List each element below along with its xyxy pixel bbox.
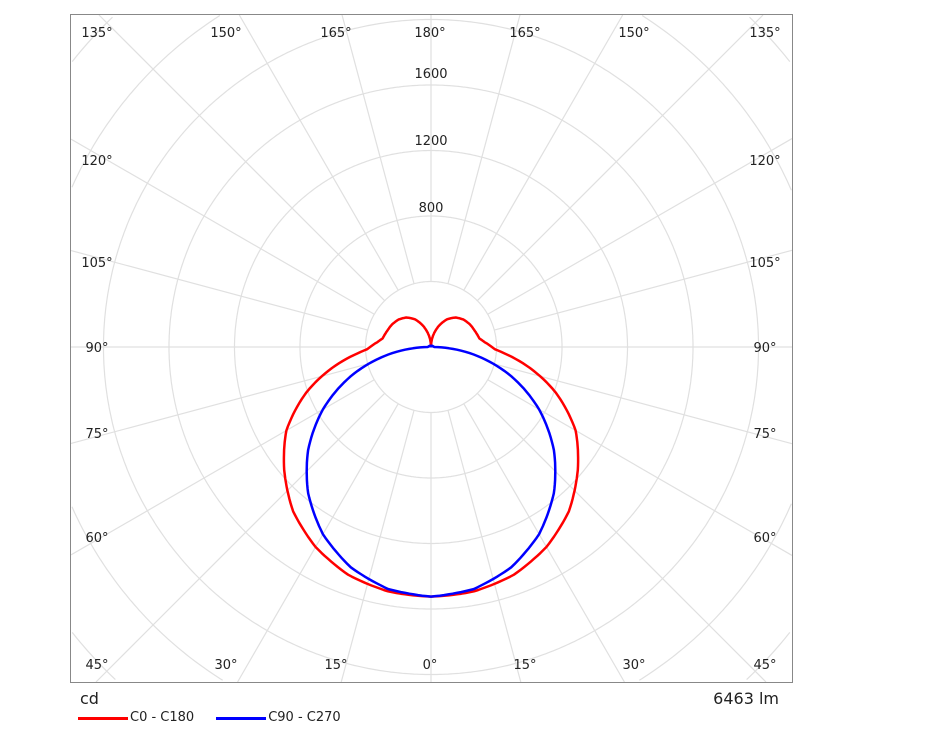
legend-item-c0-c180: C0 - C180	[78, 710, 194, 726]
angle-label: 90°	[753, 341, 776, 356]
angle-label: 45°	[753, 658, 776, 673]
grid-spoke	[476, 392, 767, 683]
grid-spoke	[494, 363, 793, 445]
legend-label: C90 - C270	[268, 710, 341, 725]
grid-spoke	[463, 403, 625, 683]
grid-spoke	[70, 379, 375, 556]
angle-label: 165°	[509, 26, 540, 41]
angle-label: 75°	[85, 427, 108, 442]
grid-spoke	[70, 138, 375, 315]
angle-label: 135°	[749, 26, 780, 41]
ring-label: 1200	[414, 134, 447, 149]
angle-label: 90°	[85, 341, 108, 356]
angle-label: 30°	[214, 658, 237, 673]
angle-label: 75°	[753, 427, 776, 442]
angle-label: 150°	[618, 26, 649, 41]
grid-spoke	[463, 14, 624, 291]
angle-label: 150°	[210, 26, 241, 41]
grid-spoke	[70, 363, 368, 445]
grid-spoke	[340, 410, 415, 683]
angle-label: 30°	[622, 658, 645, 673]
angle-label: 105°	[749, 256, 780, 271]
angle-label: 45°	[85, 658, 108, 673]
legend-item-c90-c270: C90 - C270	[216, 710, 341, 726]
angle-label: 0°	[423, 658, 438, 673]
grid-spoke	[98, 14, 386, 302]
grid-spoke	[238, 14, 399, 291]
angle-labels: 800 1200 1600 135° 150° 165° 180° 165° 150° 135° 4…	[81, 26, 780, 673]
legend: C0 - C180 C90 - C270	[78, 710, 363, 726]
angle-label: 60°	[85, 531, 108, 546]
grid-spoke	[494, 249, 793, 331]
angle-label: 120°	[749, 154, 780, 169]
legend-swatch-blue	[216, 716, 267, 720]
flux-label: 6463 lm	[713, 689, 779, 708]
angle-label: 120°	[81, 154, 112, 169]
grid-spoke	[341, 14, 415, 284]
grid-spoke	[447, 14, 521, 284]
series-curve-1	[305, 344, 557, 598]
curves	[282, 316, 580, 598]
angle-label: 165°	[320, 26, 351, 41]
angle-label: 60°	[753, 531, 776, 546]
plot-frame	[70, 14, 793, 683]
legend-swatch-red	[78, 716, 128, 720]
unit-label: cd	[80, 689, 99, 708]
angle-label: 15°	[513, 658, 536, 673]
angle-label: 105°	[81, 256, 112, 271]
grid-ring	[71, 16, 791, 681]
angle-label: 180°	[414, 26, 445, 41]
grid-spoke	[237, 403, 399, 683]
grid-spoke	[447, 410, 522, 683]
angle-label: 135°	[81, 26, 112, 41]
ring-label: 1600	[414, 67, 447, 82]
ring-label: 800	[419, 201, 444, 216]
polar-grid	[70, 14, 793, 683]
grid-spoke	[487, 379, 793, 556]
grid-spoke	[476, 14, 764, 302]
grid-spoke	[95, 392, 386, 683]
grid-spoke	[487, 138, 793, 315]
grid-ring	[71, 15, 792, 681]
angle-label: 15°	[324, 658, 347, 673]
grid-spoke	[70, 249, 368, 331]
legend-label: C0 - C180	[130, 710, 195, 725]
